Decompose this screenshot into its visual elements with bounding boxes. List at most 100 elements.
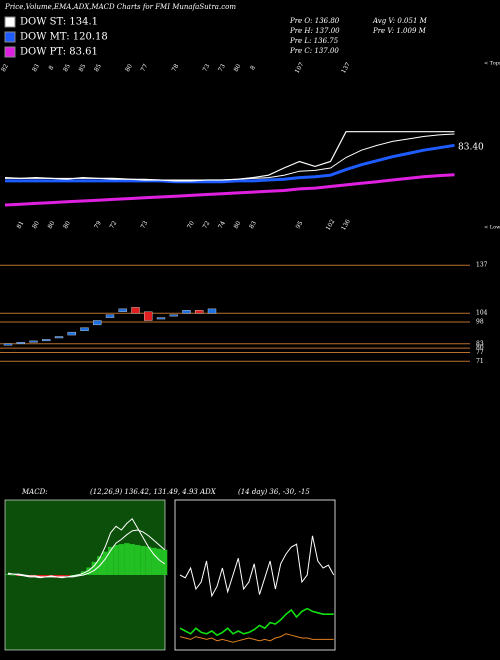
legend-label: DOW ST: 134.1 bbox=[20, 17, 98, 28]
histogram-bar bbox=[102, 551, 108, 575]
adx-line bbox=[179, 535, 335, 598]
candle bbox=[105, 314, 115, 318]
top-label: 85 bbox=[93, 63, 103, 73]
info: Avg V: 0.051 M bbox=[372, 17, 428, 25]
tops-label: < Tops bbox=[484, 61, 500, 67]
top-label: 73 bbox=[217, 63, 227, 73]
legend-swatch bbox=[4, 31, 16, 43]
histogram-bar bbox=[151, 547, 157, 575]
histogram-bar bbox=[118, 544, 125, 575]
histogram-bar bbox=[91, 561, 98, 575]
annotation: 83.40 bbox=[458, 143, 484, 153]
ema-line bbox=[5, 143, 455, 184]
macd-text: (12,26,9) 136.42, 131.49, 4.93 ADX bbox=[90, 488, 217, 496]
top-label: 73 bbox=[202, 63, 212, 73]
histogram-bar bbox=[86, 567, 92, 575]
top-label: 77 bbox=[140, 63, 150, 73]
level-label: 77 bbox=[476, 349, 484, 356]
low-label: 83 bbox=[248, 220, 258, 230]
low-label: 80 bbox=[31, 220, 41, 230]
candle bbox=[16, 342, 25, 344]
page-title: Price,Volume,EMA,ADX,MACD Charts for FMI… bbox=[4, 3, 236, 11]
histogram-bar bbox=[59, 575, 65, 577]
candle bbox=[67, 331, 76, 336]
low-label: 81 bbox=[16, 220, 26, 230]
histogram-bar bbox=[107, 546, 114, 575]
top-label: 107 bbox=[294, 61, 306, 75]
info: Pre C: 137.00 bbox=[289, 47, 339, 55]
top-label: 78 bbox=[171, 63, 181, 73]
candle bbox=[54, 336, 64, 339]
top-label: 82 bbox=[0, 63, 10, 73]
legend-label: DOW MT: 120.18 bbox=[20, 32, 108, 43]
histogram-bar bbox=[134, 545, 141, 575]
histogram-bar bbox=[129, 544, 135, 575]
level-label: 104 bbox=[476, 310, 488, 317]
level-label: 98 bbox=[476, 318, 484, 325]
low-label: 136 bbox=[340, 218, 352, 232]
low-label: 73 bbox=[140, 220, 150, 230]
level-label: 71 bbox=[476, 358, 484, 365]
level-label: 80 bbox=[476, 345, 484, 352]
histogram-bar bbox=[113, 545, 119, 575]
top-label: 8 bbox=[249, 64, 257, 71]
candle bbox=[80, 327, 89, 331]
low-label: 79 bbox=[93, 220, 103, 230]
level-label: 83 bbox=[476, 340, 484, 347]
top-label: 85 bbox=[78, 63, 88, 73]
legend-swatch bbox=[4, 46, 16, 58]
low-label: 74 bbox=[217, 220, 227, 230]
candle bbox=[118, 308, 127, 312]
top-label: 137 bbox=[340, 61, 352, 75]
ema-line bbox=[4, 173, 455, 207]
low-label: 80 bbox=[62, 220, 72, 230]
candle bbox=[182, 310, 191, 314]
info: Pre L: 136.75 bbox=[289, 37, 339, 45]
candle bbox=[207, 308, 217, 314]
top-label: 83 bbox=[31, 63, 41, 73]
legend-label: DOW PT: 83.61 bbox=[20, 47, 98, 58]
low-label: 80 bbox=[47, 220, 57, 230]
low-label: 72 bbox=[202, 220, 212, 230]
histogram-bar bbox=[43, 575, 49, 577]
low-label: 72 bbox=[109, 220, 119, 230]
adx-panel bbox=[174, 499, 336, 651]
price-line bbox=[4, 131, 455, 182]
candle bbox=[93, 320, 102, 326]
info: Pre O: 136.80 bbox=[289, 17, 340, 25]
histogram-bar bbox=[70, 575, 76, 576]
adx-line bbox=[179, 633, 334, 643]
candle bbox=[195, 310, 204, 314]
macd-label: MACD: bbox=[21, 488, 48, 496]
candle bbox=[131, 307, 140, 314]
adx-text: (14 day) 36, -30, -15 bbox=[238, 488, 310, 496]
low-label: 70 bbox=[186, 220, 196, 230]
info: Pre V: 1.009 M bbox=[372, 27, 427, 35]
histogram-bar bbox=[10, 575, 17, 576]
top-label: 80 bbox=[124, 63, 134, 73]
candle bbox=[29, 340, 38, 343]
histogram-bar bbox=[156, 548, 162, 575]
candle bbox=[156, 317, 166, 320]
histogram-bar bbox=[145, 546, 152, 575]
legend-swatch bbox=[4, 16, 16, 28]
low-label: 102 bbox=[325, 218, 337, 232]
top-label: 85 bbox=[62, 63, 72, 73]
macd-line bbox=[7, 518, 165, 579]
candle bbox=[144, 311, 153, 321]
top-label: 8 bbox=[48, 64, 56, 71]
histogram-bar bbox=[124, 543, 130, 575]
histogram-bar bbox=[140, 545, 146, 575]
lows-label: < Lows bbox=[484, 225, 500, 231]
histogram-bar bbox=[64, 575, 71, 576]
level-label: 137 bbox=[476, 262, 488, 269]
candle bbox=[3, 343, 13, 346]
low-label: 95 bbox=[295, 220, 305, 230]
histogram-bar bbox=[161, 549, 168, 575]
low-label: 80 bbox=[233, 220, 243, 230]
adx-line bbox=[179, 607, 334, 637]
top-label: 80 bbox=[233, 63, 243, 73]
candle bbox=[42, 339, 51, 342]
candle bbox=[169, 314, 178, 317]
